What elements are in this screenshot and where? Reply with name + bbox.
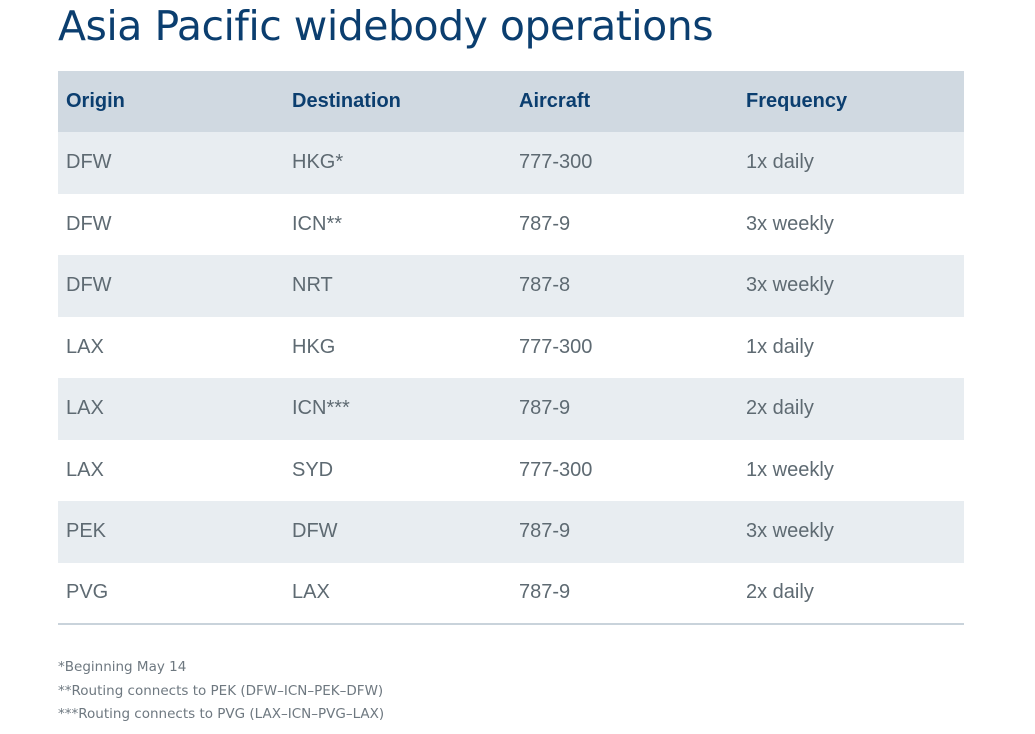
table-row: DFW NRT 787-8 3x weekly (58, 255, 964, 317)
column-header-frequency: Frequency (746, 90, 848, 112)
table-row: PEK DFW 787-9 3x weekly (58, 501, 964, 563)
origin-cell: LAX (66, 397, 104, 420)
frequency-cell: 3x weekly (746, 274, 834, 297)
origin-cell: LAX (66, 335, 104, 358)
destination-cell: HKG (292, 335, 336, 358)
table-row: LAX ICN*** 787-9 2x daily (58, 378, 964, 440)
table-row: LAX SYD 777-300 1x weekly (58, 439, 964, 501)
aircraft-cell: 787-8 (519, 274, 571, 297)
origin-cell: DFW (66, 274, 112, 297)
destination-cell: HKG* (292, 151, 344, 174)
frequency-cell: 2x daily (738, 562, 964, 625)
footnote: ***Routing connects to PVG (LAX–ICN–PVG–… (58, 706, 385, 722)
origin-cell: PEK (66, 520, 107, 543)
footnotes: *Beginning May 14 **Routing connects to … (58, 656, 384, 727)
aircraft-cell: 787-9 (511, 562, 738, 625)
destination-cell: ICN** (292, 212, 343, 235)
aircraft-cell: 787-9 (519, 397, 571, 420)
column-header-destination: Destination (292, 90, 401, 112)
origin-cell: LAX (66, 458, 104, 481)
origin-cell: DFW (66, 151, 112, 174)
destination-cell: NRT (292, 274, 333, 297)
destination-cell: LAX (284, 562, 511, 625)
origin-cell: PVG (58, 562, 284, 625)
column-header-origin: Origin (66, 90, 125, 112)
frequency-cell: 3x weekly (746, 212, 834, 235)
frequency-cell: 3x weekly (746, 520, 834, 543)
routes-table: Origin Destination Aircraft Frequency DF… (58, 71, 964, 625)
origin-cell: DFW (66, 212, 112, 235)
aircraft-cell: 777-300 (519, 151, 593, 174)
aircraft-cell: 777-300 (519, 458, 593, 481)
aircraft-cell: 787-9 (519, 212, 571, 235)
frequency-cell: 1x daily (746, 151, 814, 174)
frequency-cell: 1x daily (746, 335, 814, 358)
table-row: DFW HKG* 777-300 1x daily (58, 132, 964, 194)
column-header-aircraft: Aircraft (519, 90, 591, 112)
destination-cell: ICN*** (292, 397, 350, 420)
destination-cell: SYD (292, 458, 334, 481)
table-row: DFW ICN** 787-9 3x weekly (58, 193, 964, 255)
footnote: **Routing connects to PEK (DFW–ICN–PEK–D… (58, 682, 384, 699)
frequency-cell: 2x daily (746, 397, 814, 420)
table-row: PVG LAX 787-9 2x daily (58, 562, 964, 625)
frequency-cell: 1x weekly (746, 458, 834, 481)
destination-cell: DFW (292, 520, 338, 543)
footnote: *Beginning May 14 (58, 659, 187, 675)
table-header-row: Origin Destination Aircraft Frequency (58, 71, 964, 132)
aircraft-cell: 787-9 (519, 520, 571, 543)
table-row: LAX HKG 777-300 1x daily (58, 316, 964, 378)
page-title: Asia Pacific widebody operations (58, 2, 714, 50)
aircraft-cell: 777-300 (519, 335, 593, 358)
